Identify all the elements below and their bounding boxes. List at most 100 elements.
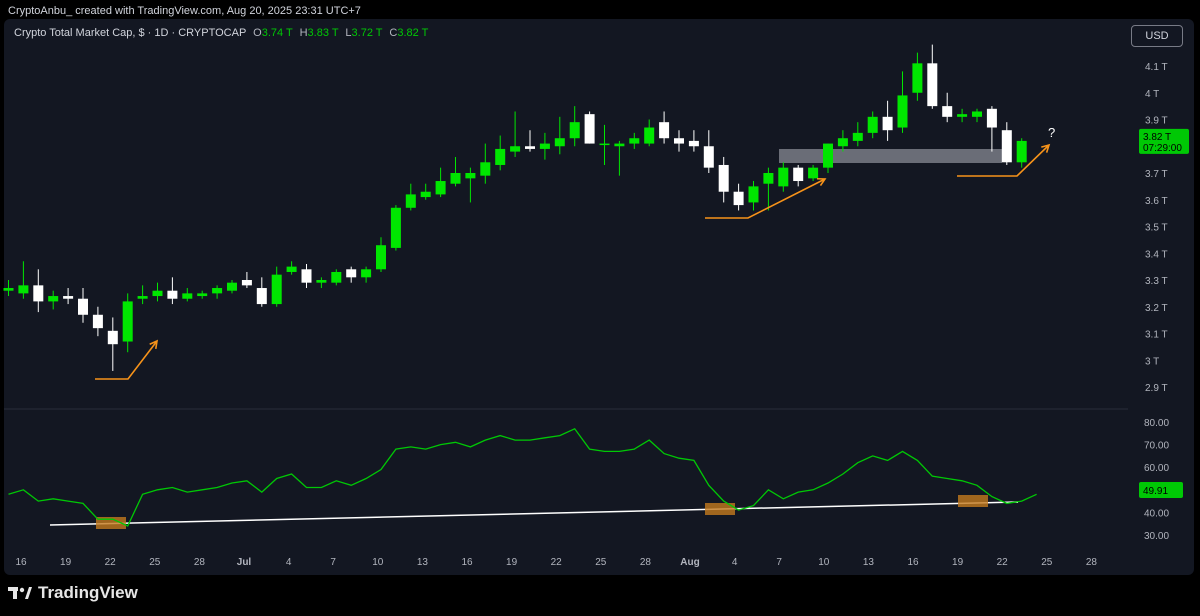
candle-body	[942, 106, 953, 117]
rsi-value-label: 49.91	[1143, 486, 1168, 497]
time-axis-tick: 22	[105, 557, 117, 568]
time-axis-tick: 4	[286, 557, 292, 568]
annotation-arrow-projection-head	[1041, 143, 1051, 153]
annotation-arrow-projection	[957, 144, 1050, 177]
candle-body	[912, 63, 923, 93]
candle-body	[48, 296, 59, 302]
candle-body	[346, 269, 357, 278]
time-axis-tick: 25	[1041, 557, 1053, 568]
time-axis-tick: 4	[732, 557, 738, 568]
rsi-highlight-box	[958, 495, 988, 507]
price-axis-tick: 3.1 T	[1145, 330, 1168, 341]
rsi-axis-tick: 80.00	[1144, 418, 1169, 429]
candle-body	[122, 301, 133, 342]
time-axis-tick: 16	[15, 557, 27, 568]
candle-body	[241, 280, 252, 286]
candle-body	[78, 298, 88, 315]
candle-body	[390, 207, 401, 248]
candle-body	[778, 167, 789, 187]
annotation-arrow-august	[705, 178, 826, 219]
candle-body	[137, 296, 148, 299]
candle-body	[688, 140, 699, 147]
candle-body	[63, 296, 74, 299]
candle-body	[554, 138, 565, 147]
price-axis-tick: 3.7 T	[1145, 169, 1168, 180]
price-axis-tick: 3.6 T	[1145, 196, 1168, 207]
candle-body	[361, 269, 372, 278]
annotation-arrow-june-head	[149, 339, 159, 350]
candle-body	[167, 290, 178, 299]
candle-body	[852, 132, 863, 141]
candle-body	[18, 285, 29, 294]
rsi-highlight-box	[96, 517, 126, 529]
time-axis-tick: 13	[863, 557, 875, 568]
candle-body	[510, 146, 521, 152]
support-zone-box	[779, 149, 1002, 163]
candle-body	[525, 146, 535, 149]
candle-body	[793, 167, 804, 182]
candle-body	[972, 111, 982, 117]
time-axis-tick: 25	[595, 557, 607, 568]
annotation-arrow-august-head	[816, 177, 827, 187]
footer: TradingView	[8, 583, 138, 603]
low-value: 3.72 T	[351, 27, 383, 39]
candle-body	[495, 148, 506, 165]
candle-body	[420, 191, 431, 198]
high-label: H	[299, 27, 308, 39]
candle-body	[599, 143, 610, 146]
candle-body	[465, 173, 476, 179]
price-rsi-chart[interactable]: 4.1 T4 T3.9 T3.8 T3.7 T3.6 T3.5 T3.4 T3.…	[0, 0, 1200, 580]
low-label: L	[345, 27, 352, 39]
time-axis-tick: 28	[1086, 557, 1098, 568]
last-price-marker	[1139, 128, 1189, 154]
time-axis-tick: 7	[776, 557, 782, 568]
candle-body	[584, 114, 595, 144]
time-axis-tick: 19	[506, 557, 518, 568]
candle-body	[301, 269, 312, 283]
time-axis-tick: 19	[60, 557, 72, 568]
open-value: 3.74 T	[261, 27, 293, 39]
candle-body	[718, 164, 729, 192]
candle-body	[763, 173, 774, 184]
candle-body	[331, 271, 342, 283]
time-axis-tick: 7	[330, 557, 336, 568]
candle-body	[614, 143, 625, 147]
candle-body	[197, 293, 208, 297]
candle-body	[405, 194, 416, 208]
rsi-value-marker	[1139, 482, 1183, 499]
candle-body	[107, 330, 118, 345]
rsi-axis-tick: 60.00	[1144, 463, 1169, 474]
symbol-title: Crypto Total Market Cap, $ · 1D · CRYPTO…	[14, 27, 247, 39]
time-axis-tick: 19	[952, 557, 964, 568]
candle-body	[1016, 140, 1027, 163]
time-axis-tick: 16	[461, 557, 473, 568]
footer-brand: TradingView	[38, 583, 138, 602]
candle-body	[748, 186, 759, 203]
time-axis-tick: 22	[997, 557, 1009, 568]
price-axis-tick: 3.2 T	[1145, 303, 1168, 314]
candle-body	[629, 138, 640, 144]
time-axis-tick: 10	[372, 557, 384, 568]
high-value: 3.83 T	[307, 27, 339, 39]
candle-body	[376, 245, 386, 270]
tradingview-logo-icon	[8, 585, 32, 601]
rsi-axis-tick: 70.00	[1144, 441, 1169, 452]
time-axis-tick: 10	[818, 557, 830, 568]
candle-body	[539, 143, 550, 149]
candle-body	[450, 173, 461, 184]
candle-body	[182, 293, 193, 299]
candle-body	[435, 181, 446, 195]
candle-body	[227, 282, 237, 291]
candle-body	[1001, 130, 1012, 163]
attribution-text: CryptoAnbu_ created with TradingView.com…	[8, 5, 361, 17]
candle-body	[957, 114, 968, 117]
candle-body	[33, 285, 44, 302]
candle-body	[212, 288, 223, 294]
annotation-arrow-june	[95, 340, 158, 380]
currency-button[interactable]: USD	[1131, 25, 1183, 47]
candle-body	[823, 143, 833, 168]
price-axis-tick: 4 T	[1145, 89, 1159, 100]
candle-body	[3, 288, 14, 291]
candle-body	[986, 108, 997, 128]
time-axis-tick: 22	[551, 557, 563, 568]
